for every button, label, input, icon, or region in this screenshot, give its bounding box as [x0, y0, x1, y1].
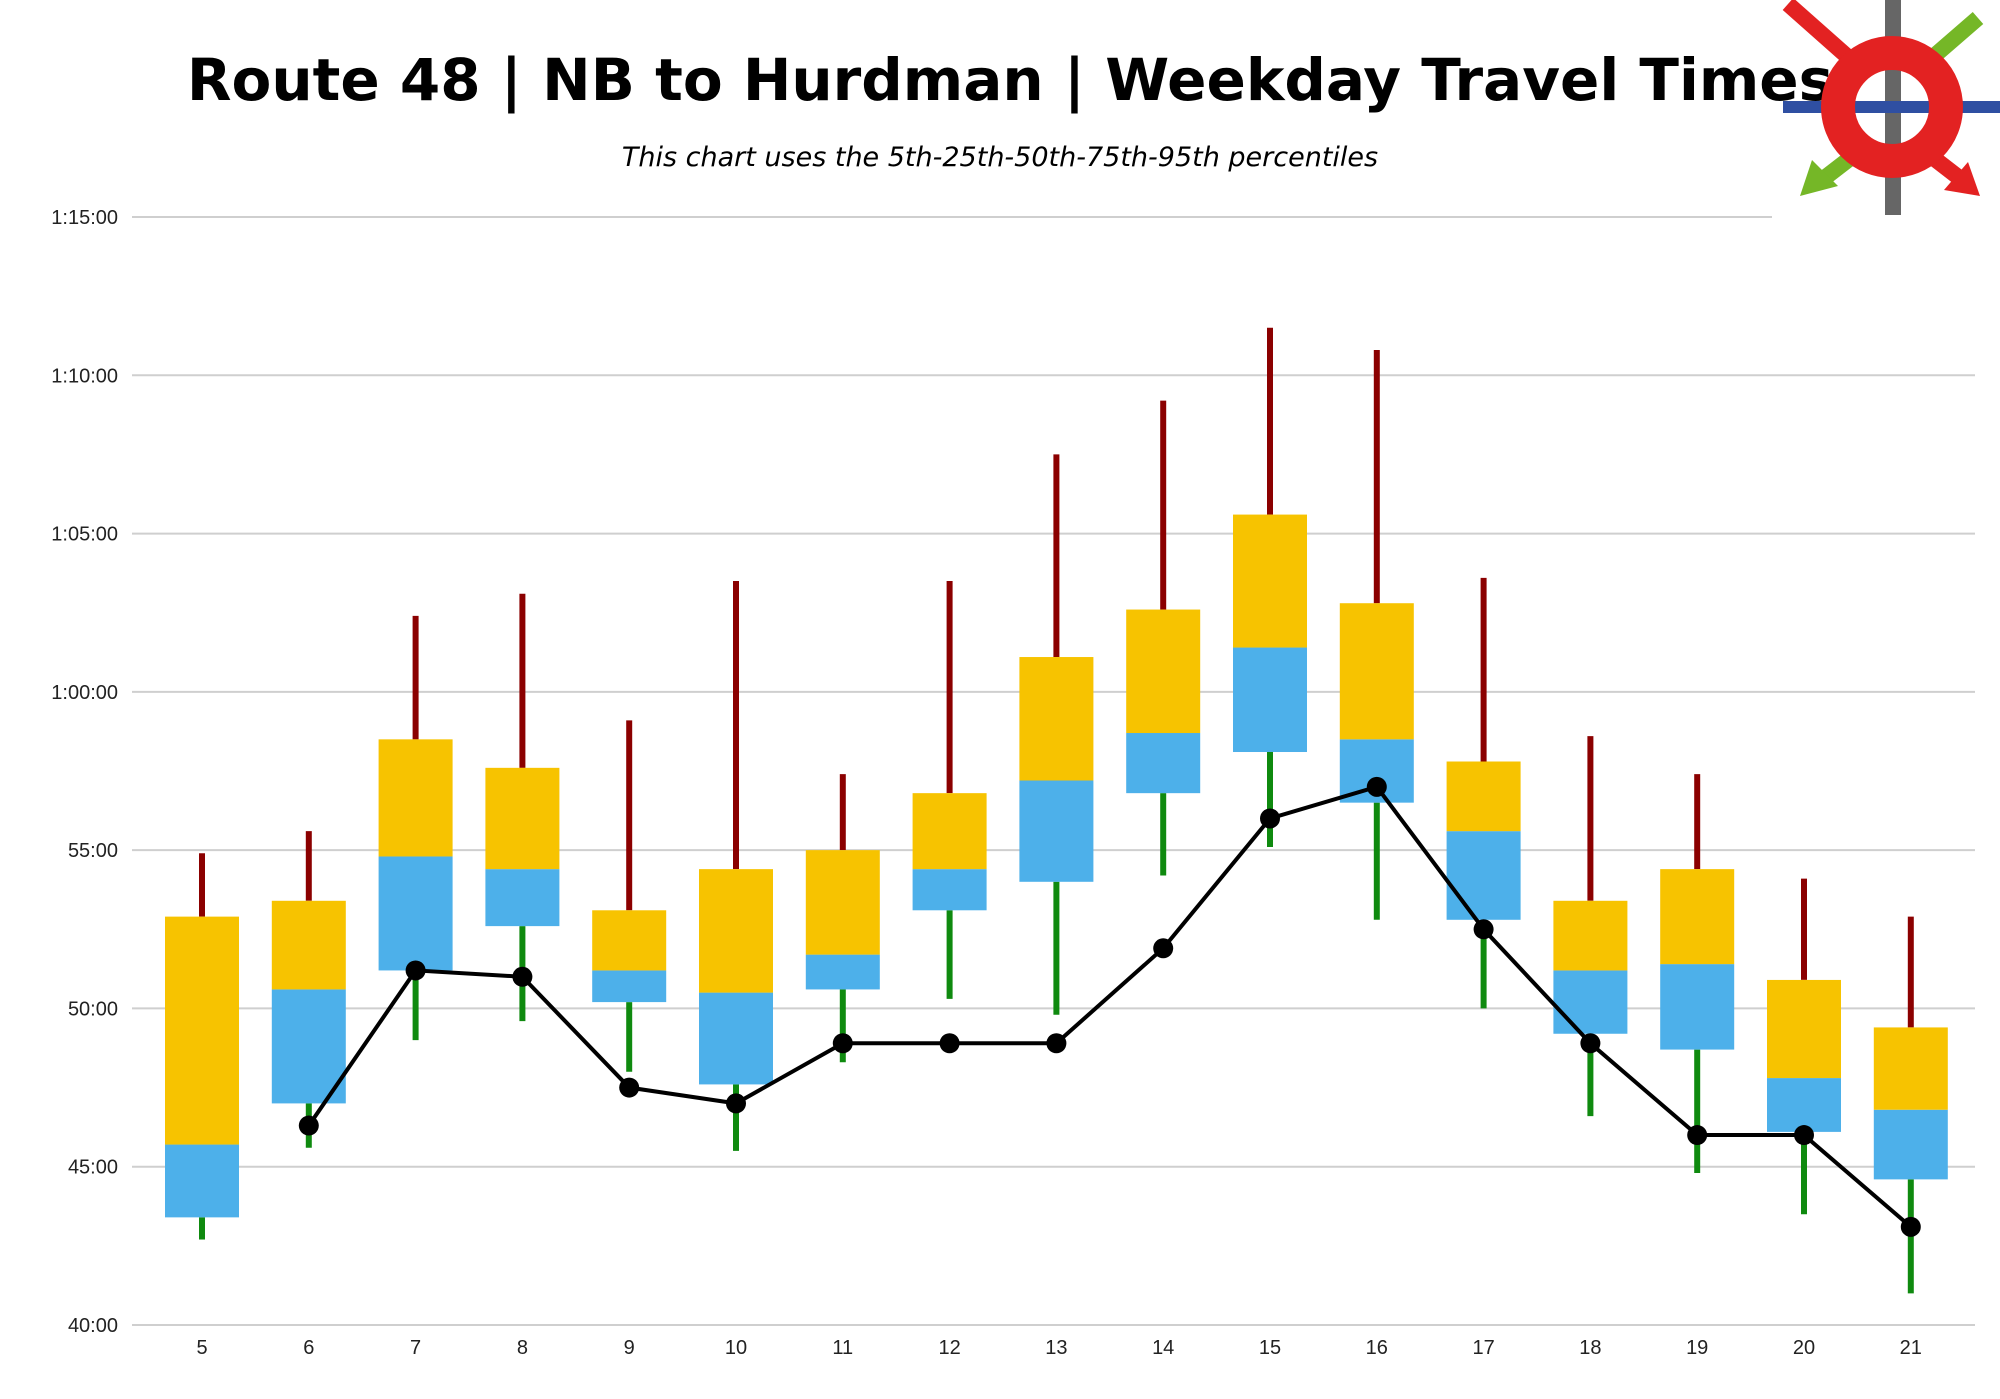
upper-box [1767, 979, 1841, 1079]
x-tick-label: 14 [1152, 1337, 1174, 1359]
x-tick-label: 17 [1472, 1337, 1494, 1359]
line-point [619, 1077, 640, 1098]
line-point [1687, 1125, 1708, 1146]
line-point [1260, 808, 1280, 829]
x-tick-label: 18 [1579, 1337, 1601, 1359]
y-tick-label: 1:15:00 [51, 207, 118, 229]
lower-box [805, 954, 880, 990]
line-point [1580, 1033, 1601, 1054]
median-line [298, 776, 1921, 1237]
lower-box [1873, 1109, 1948, 1180]
upper-box [1019, 657, 1094, 781]
transit-roundel-icon [1782, 0, 2000, 215]
y-tick-label: 55:00 [68, 840, 118, 862]
upper-box [805, 850, 880, 955]
lower-box [592, 970, 667, 1003]
x-tick-label: 8 [517, 1337, 528, 1359]
upper-box [1553, 900, 1628, 971]
x-tick-label: 7 [410, 1337, 421, 1359]
line-point [1794, 1125, 1814, 1146]
upper-box [1339, 603, 1414, 740]
y-tick-label: 1:00:00 [51, 682, 118, 704]
lower-box [1233, 647, 1307, 753]
line-point [1366, 776, 1387, 797]
line-point [832, 1033, 853, 1054]
x-tick-label: 10 [725, 1337, 747, 1359]
upper-box [271, 900, 346, 990]
line-point [298, 1115, 319, 1136]
y-tick-label: 45:00 [68, 1157, 118, 1179]
x-tick-label: 11 [832, 1337, 853, 1359]
line-point [405, 960, 426, 981]
x-tick-label: 6 [303, 1337, 314, 1359]
whiskers [199, 327, 1914, 1294]
lower-box [1019, 780, 1094, 882]
upper-box [378, 739, 453, 857]
chart-subtitle: This chart uses the 5th-25th-50th-75th-9… [622, 142, 1378, 173]
chart-title: Route 48 | NB to Hurdman | Weekday Trave… [187, 46, 1833, 114]
lower-box [1660, 964, 1735, 1050]
line-point [1473, 919, 1494, 940]
lower-box [699, 992, 773, 1085]
lower-box [1446, 831, 1521, 920]
x-tick-label: 5 [196, 1337, 207, 1359]
y-tick-label: 1:05:00 [51, 524, 118, 546]
x-axis: 5 6 7 8 9 10 11 12 13 14 15 16 17 18 19 20 21 [196, 1337, 1921, 1359]
x-tick-label: 13 [1045, 1337, 1067, 1359]
line-point [1046, 1033, 1067, 1054]
upper-box [1233, 514, 1307, 648]
lower-box [1126, 733, 1201, 794]
lower-box [1553, 970, 1628, 1034]
y-tick-label: 40:00 [68, 1315, 118, 1337]
y-axis: 40:00 45:00 50:00 55:00 1:00:00 1:05:00 1:10:0… [51, 207, 118, 1337]
x-tick-label: 12 [938, 1337, 960, 1359]
x-tick-label: 19 [1686, 1337, 1708, 1359]
line-point [512, 966, 533, 987]
x-tick-label: 15 [1259, 1337, 1281, 1359]
lower-box [271, 989, 346, 1104]
line-point [1900, 1216, 1921, 1237]
line-series [307, 784, 1913, 1229]
x-tick-label: 21 [1900, 1337, 1922, 1359]
line-point [1153, 938, 1174, 959]
lower-box [378, 856, 453, 971]
x-tick-label: 20 [1793, 1337, 1815, 1359]
upper-box [912, 793, 987, 870]
line-point [726, 1093, 746, 1114]
x-tick-label: 9 [624, 1337, 635, 1359]
lower-box [485, 869, 560, 927]
upper-box [1873, 1027, 1948, 1110]
line-point [939, 1033, 960, 1054]
upper-box [699, 869, 773, 993]
upper-box [592, 910, 667, 971]
lower-box [1767, 1078, 1841, 1132]
lower-box [912, 869, 987, 911]
lower-box [165, 1144, 239, 1218]
y-tick-label: 1:10:00 [51, 365, 118, 387]
upper-box [1446, 761, 1521, 832]
y-tick-label: 50:00 [68, 998, 118, 1020]
upper-box [485, 767, 560, 870]
upper-box [165, 916, 239, 1145]
upper-box [1126, 609, 1201, 734]
x-tick-label: 16 [1366, 1337, 1388, 1359]
upper-box [1660, 869, 1735, 965]
